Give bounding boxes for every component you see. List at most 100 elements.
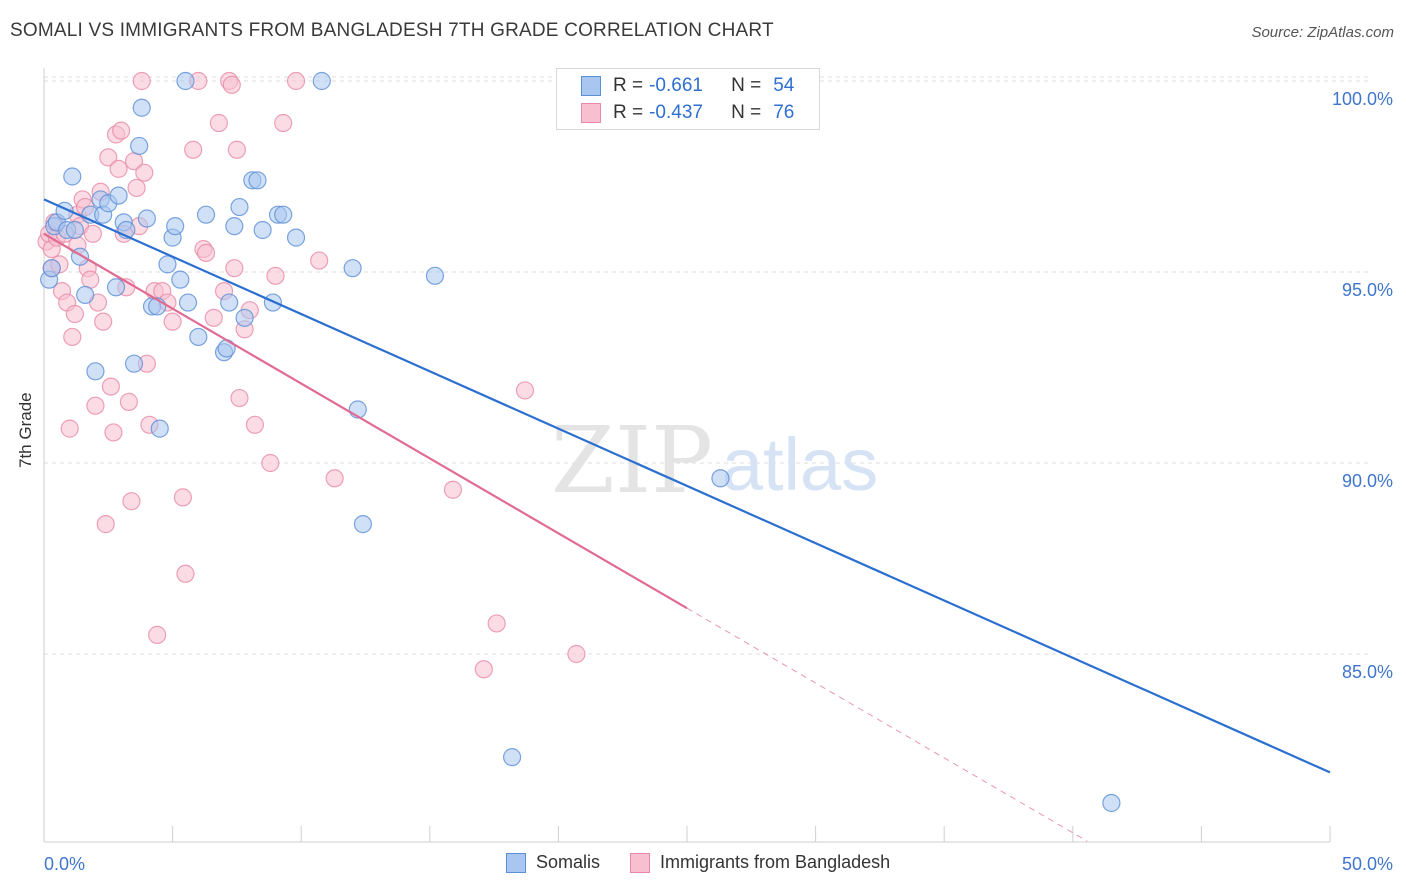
legend-swatch-somalis (506, 852, 526, 873)
data-point (166, 217, 185, 236)
data-point (248, 171, 267, 190)
y-tick-label: 85.0% (1342, 662, 1393, 682)
data-point (76, 285, 95, 305)
data-point (96, 515, 115, 534)
data-point (274, 205, 293, 224)
data-point (222, 75, 241, 94)
data-point (101, 377, 120, 396)
data-point (184, 140, 203, 159)
trend-lines (43, 198, 1331, 842)
series-bangladesh-points (37, 71, 586, 679)
data-point (65, 304, 84, 324)
legend-r-label: R = (613, 102, 644, 123)
legend-row-bangladesh: R = -0.437 N = 76 (581, 102, 794, 124)
legend-item-bangladesh[interactable]: Immigrants from Bangladesh (630, 852, 890, 873)
axes (43, 68, 1331, 843)
data-point (163, 312, 182, 331)
data-point (86, 362, 105, 381)
data-point (127, 178, 146, 198)
data-point (353, 515, 373, 534)
data-point (132, 98, 151, 117)
data-point (176, 564, 195, 583)
watermark-atlas: atlas (722, 423, 878, 506)
data-point (178, 293, 198, 312)
data-point (261, 453, 280, 473)
data-point (235, 308, 254, 327)
data-point (343, 259, 362, 278)
data-point (42, 259, 61, 278)
correlation-legend: R = -0.661 N = 54 R = -0.437 N = 76 (556, 68, 820, 130)
data-point (1102, 793, 1121, 813)
data-point (137, 209, 156, 228)
data-point (567, 644, 586, 664)
legend-r-value: -0.437 (649, 102, 703, 123)
legend-r-value: -0.661 (649, 75, 703, 96)
legend-r-label: R = (613, 75, 644, 96)
legend-row-somalis: R = -0.661 N = 54 (581, 75, 794, 97)
data-point (132, 71, 151, 91)
data-point (65, 220, 84, 240)
legend-swatch-bangladesh (630, 852, 651, 873)
data-point (130, 136, 149, 156)
data-point (487, 614, 506, 633)
x-tick-label-max: 50.0% (1342, 854, 1393, 874)
data-point (189, 327, 208, 347)
data-point (63, 327, 82, 347)
legend-n-value: 54 (773, 75, 795, 96)
data-point (230, 197, 249, 217)
y-tick-label: 95.0% (1342, 280, 1393, 300)
source-label: Source: ZipAtlas.com (1251, 24, 1394, 41)
y-tick-label: 100.0% (1332, 89, 1393, 109)
x-tick-label-min: 0.0% (44, 854, 85, 874)
data-point (122, 492, 141, 511)
data-point (119, 392, 138, 411)
trend-line-solid (43, 198, 1331, 774)
series-legend: Somalis Immigrants from Bangladesh (506, 852, 920, 873)
trend-line-dashed (686, 607, 1088, 842)
y-tick-label: 90.0% (1342, 471, 1393, 491)
series-somalis-points (40, 71, 1121, 813)
data-point (227, 140, 246, 159)
data-point (225, 217, 244, 236)
data-point (253, 220, 272, 240)
data-point (106, 278, 126, 297)
legend-swatch-somalis (581, 76, 601, 96)
data-point (286, 228, 306, 247)
data-point (196, 205, 216, 224)
data-point (474, 660, 493, 679)
legend-n-label: N = (731, 102, 762, 123)
data-point (94, 312, 113, 331)
chart-title: SOMALI VS IMMIGRANTS FROM BANGLADESH 7TH… (10, 20, 774, 41)
data-point (63, 167, 82, 186)
trend-line-solid (43, 232, 688, 610)
legend-label-somalis: Somalis (536, 852, 601, 872)
tick-labels: 100.0% 95.0% 90.0% 85.0% 0.0% 50.0% (44, 89, 1393, 874)
data-point (83, 224, 102, 243)
grid-lines (44, 76, 1370, 655)
data-point (443, 480, 463, 499)
data-point (150, 419, 169, 438)
data-point (220, 293, 239, 312)
data-point (135, 163, 154, 182)
data-point (112, 121, 131, 140)
data-point (325, 469, 344, 488)
data-point (286, 71, 306, 91)
data-point (245, 415, 265, 434)
data-point (99, 148, 118, 167)
data-point (204, 308, 223, 327)
data-point (81, 270, 100, 289)
data-point (225, 259, 244, 278)
data-point (425, 266, 445, 285)
data-point (104, 423, 123, 442)
data-point (173, 488, 192, 507)
data-point (503, 748, 522, 767)
data-point (109, 159, 128, 178)
legend-item-somalis[interactable]: Somalis (506, 852, 600, 873)
data-point (86, 396, 105, 415)
data-point (171, 270, 190, 289)
data-point (310, 251, 329, 270)
data-point (176, 71, 195, 91)
data-point (148, 625, 167, 645)
data-point (209, 113, 228, 133)
